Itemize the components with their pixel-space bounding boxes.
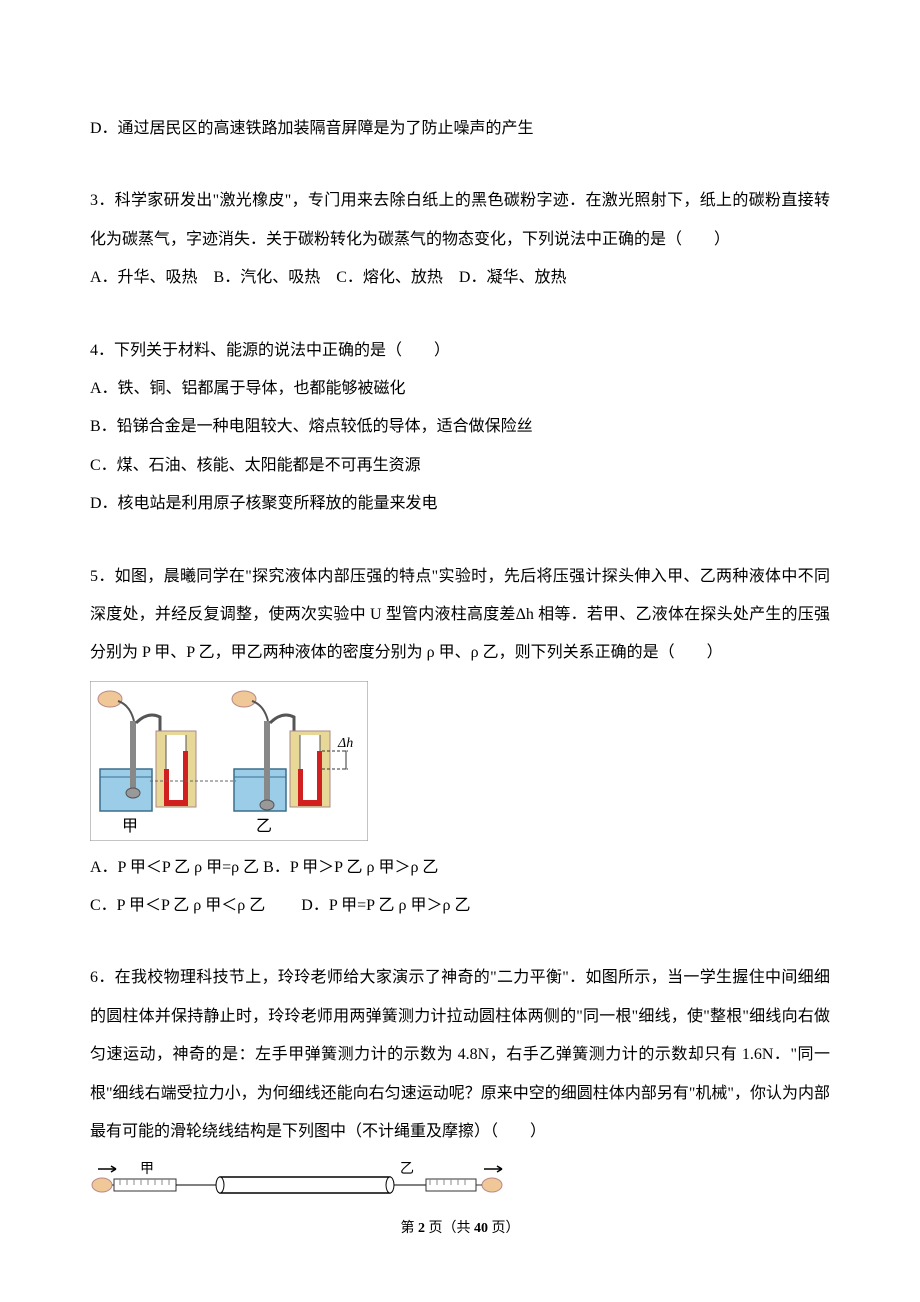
q5-figure: 甲 Δh 乙 — [90, 681, 830, 841]
q4-option-c: C．煤、石油、核能、太阳能都是不可再生资源 — [90, 447, 830, 485]
svg-text:Δh: Δh — [337, 736, 353, 751]
q4-option-b: B．铅锑合金是一种电阻较大、熔点较低的导体，适合做保险丝 — [90, 408, 830, 446]
footer-suffix: 页） — [488, 1221, 520, 1236]
footer-total: 40 — [474, 1221, 488, 1236]
svg-text:甲: 甲 — [122, 818, 138, 835]
footer-page: 2 — [418, 1221, 425, 1236]
footer-mid: 页（共 — [425, 1221, 474, 1236]
page-footer: 第 2 页（共 40 页） — [0, 1212, 920, 1246]
q4-option-d: D．核电站是利用原子核聚变所释放的能量来发电 — [90, 485, 830, 523]
svg-text:乙: 乙 — [256, 818, 272, 835]
q6-figure: 甲乙 — [90, 1159, 830, 1201]
question-2-tail: D．通过居民区的高速铁路加装隔音屏障是为了防止噪声的产生 — [90, 110, 830, 148]
q5-option-c: C．P 甲＜P 乙 ρ 甲＜ρ 乙 — [90, 897, 265, 914]
q6-stem: 6．在我校物理科技节上，玲玲老师给大家演示了神奇的"二力平衡"．如图所示，当一学… — [90, 959, 830, 1151]
q5-option-d: D．P 甲=P 乙 ρ 甲＞ρ 乙 — [301, 897, 470, 914]
q4-stem: 4．下列关于材料、能源的说法中正确的是（ ） — [90, 332, 830, 370]
q3-stem: 3．科学家研发出"激光橡皮"，专门用来去除白纸上的黑色碳粉字迹．在激光照射下，纸… — [90, 182, 830, 259]
q4-option-a: A．铁、铜、铝都属于导体，也都能够被磁化 — [90, 370, 830, 408]
question-4: 4．下列关于材料、能源的说法中正确的是（ ） A．铁、铜、铝都属于导体，也都能够… — [90, 332, 830, 524]
q5-options-row1: A．P 甲＜P 乙 ρ 甲=ρ 乙 B．P 甲＞P 乙 ρ 甲＞ρ 乙 — [90, 849, 830, 887]
question-3: 3．科学家研发出"激光橡皮"，专门用来去除白纸上的黑色碳粉字迹．在激光照射下，纸… — [90, 182, 830, 297]
question-5: 5．如图，晨曦同学在"探究液体内部压强的特点"实验时，先后将压强计探头伸入甲、乙… — [90, 558, 830, 926]
q5-stem: 5．如图，晨曦同学在"探究液体内部压强的特点"实验时，先后将压强计探头伸入甲、乙… — [90, 558, 830, 673]
footer-prefix: 第 — [401, 1221, 419, 1236]
svg-text:乙: 乙 — [400, 1161, 414, 1177]
q2-option-d: D．通过居民区的高速铁路加装隔音屏障是为了防止噪声的产生 — [90, 110, 830, 148]
q5-diagram: 甲 Δh 乙 — [90, 681, 368, 841]
q5-option-a: A．P 甲＜P 乙 ρ 甲=ρ 乙 — [90, 859, 259, 876]
q6-diagram: 甲乙 — [90, 1159, 510, 1201]
svg-text:甲: 甲 — [140, 1162, 154, 1177]
q3-options: A．升华、吸热 B．汽化、吸热 C．熔化、放热 D．凝华、放热 — [90, 259, 830, 297]
question-6: 6．在我校物理科技节上，玲玲老师给大家演示了神奇的"二力平衡"．如图所示，当一学… — [90, 959, 830, 1201]
q5-option-b: B．P 甲＞P 乙 ρ 甲＞ρ 乙 — [263, 859, 438, 876]
q5-options-row2: C．P 甲＜P 乙 ρ 甲＜ρ 乙 D．P 甲=P 乙 ρ 甲＞ρ 乙 — [90, 887, 830, 925]
